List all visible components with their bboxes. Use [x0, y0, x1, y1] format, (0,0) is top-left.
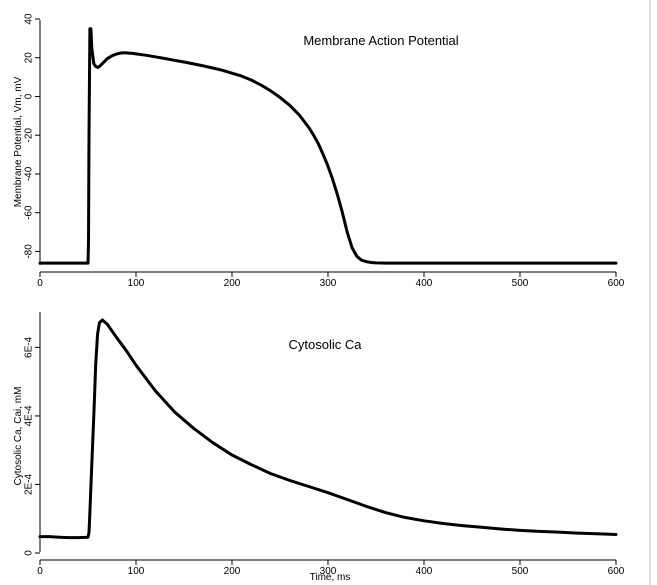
chart-title: Cytosolic Ca: [289, 337, 363, 352]
y-axis-label: Cytosolic Ca, Cai, mM: [13, 387, 24, 486]
y-tick-label: 2E-4: [24, 473, 35, 495]
x-axis-label: Time, ms: [310, 572, 351, 583]
x-tick-label: 0: [37, 278, 43, 289]
y-ticks: 0 2E-4 4E-4 6E-4: [24, 336, 40, 556]
x-tick-label: 300: [320, 278, 337, 289]
panel-membrane-action-potential: 0 100 200 300 400 500 600 -80 -60 -40 -20 0 20 40 Me…: [13, 13, 625, 289]
y-tick-label: -40: [24, 166, 35, 181]
x-tick-label: 600: [608, 278, 625, 289]
panel-cytosolic-ca: 0 100 200 300 400 500 600 0 2E-4 4E-4 6E-4 Cytoso…: [13, 312, 625, 583]
x-tick-label: 500: [512, 278, 529, 289]
series-line-membrane-potential: [38, 27, 618, 265]
x-tick-label: 200: [224, 278, 241, 289]
x-tick-label: 600: [608, 566, 625, 577]
y-tick-label: -20: [24, 128, 35, 143]
y-axis-label: Membrane Potential, Vm, mV: [13, 76, 24, 207]
x-tick-label: 400: [416, 566, 433, 577]
y-ticks: -80 -60 -40 -20 0 20 40: [24, 13, 40, 259]
x-tick-label: 300: [320, 566, 337, 577]
y-tick-label: 4E-4: [24, 405, 35, 427]
y-tick-label: 0: [24, 93, 35, 99]
x-tick-label: 0: [37, 566, 43, 577]
y-tick-label: -80: [24, 244, 35, 259]
x-tick-label: 100: [128, 278, 145, 289]
x-tick-label: 500: [512, 566, 529, 577]
chart-title: Membrane Action Potential: [303, 33, 458, 48]
y-tick-label: 20: [24, 52, 35, 64]
x-ticks: 0 100 200 300 400 500 600: [37, 272, 625, 289]
x-tick-label: 200: [224, 566, 241, 577]
series-line-cytosolic-ca: [38, 318, 618, 540]
y-tick-label: 6E-4: [24, 336, 35, 358]
x-tick-label: 100: [128, 566, 145, 577]
y-tick-label: 0: [24, 550, 35, 556]
y-tick-label: -60: [24, 205, 35, 220]
x-ticks: 0 100 200 300 400 500 600: [37, 560, 625, 577]
x-tick-label: 400: [416, 278, 433, 289]
y-tick-label: 40: [24, 13, 35, 25]
